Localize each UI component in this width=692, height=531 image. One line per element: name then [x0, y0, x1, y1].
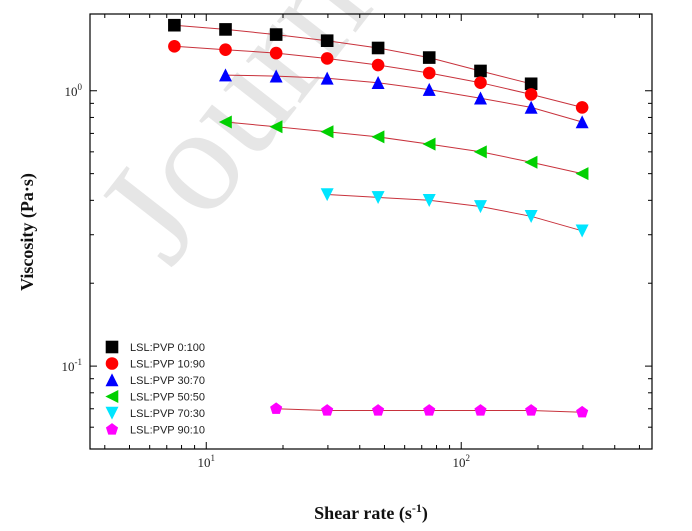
data-point	[524, 88, 538, 101]
legend-marker	[105, 373, 119, 387]
fit-curve-2	[225, 74, 583, 123]
data-points	[168, 18, 589, 418]
data-point	[422, 82, 436, 96]
data-point	[218, 115, 232, 129]
data-point	[524, 209, 538, 223]
data-point	[321, 404, 334, 416]
data-point	[270, 402, 283, 414]
watermark-text: Journal	[65, 0, 468, 290]
legend-label: LSL:PVP 50:50	[130, 392, 205, 404]
data-point	[474, 404, 487, 416]
fit-curve-4	[327, 194, 583, 232]
legend-marker	[105, 340, 119, 354]
y-axis-title: Viscosity (Pa·s)	[17, 173, 38, 291]
fit-curve-3	[225, 121, 583, 175]
data-point	[422, 66, 436, 80]
data-point	[168, 18, 181, 32]
data-point	[269, 28, 283, 41]
legend-marker	[105, 357, 119, 370]
axis-ticks: 101 102 10-1 100	[62, 14, 652, 470]
data-point	[371, 75, 385, 89]
data-point	[422, 194, 436, 208]
data-point	[524, 100, 538, 114]
legend-label: LSL:PVP 0:100	[130, 342, 205, 354]
x-tick-label: 101	[198, 453, 216, 470]
data-point	[372, 404, 385, 416]
legend: LSL:PVP 0:100 LSL:PVP 10:90 LSL:PVP 30:70 L…	[105, 340, 205, 437]
legend-marker	[105, 423, 119, 435]
data-point	[371, 130, 385, 144]
y-tick-label: 10-1	[62, 357, 83, 374]
data-point	[168, 40, 181, 53]
data-point	[371, 41, 385, 55]
fit-curve-0	[174, 24, 532, 85]
data-point	[575, 224, 589, 238]
data-point	[525, 404, 538, 416]
data-point	[474, 91, 487, 105]
data-point	[269, 46, 283, 60]
data-point	[320, 125, 334, 139]
x-axis-title: Shear rate (s-1)	[314, 501, 428, 524]
data-point	[575, 167, 589, 181]
data-point	[269, 69, 283, 83]
data-point	[219, 43, 232, 56]
data-point	[474, 76, 487, 89]
data-point	[320, 34, 334, 47]
legend-label: LSL:PVP 90:10	[130, 425, 205, 437]
data-point	[219, 23, 232, 36]
data-point	[575, 115, 589, 129]
legend-label: LSL:PVP 10:90	[130, 359, 205, 371]
data-point	[422, 51, 436, 64]
data-point	[320, 188, 334, 202]
data-point	[524, 77, 538, 91]
plot-frame	[89, 13, 653, 450]
data-point	[423, 404, 436, 416]
data-point	[320, 71, 334, 85]
data-point	[474, 64, 487, 78]
data-point	[422, 137, 436, 151]
data-point	[575, 101, 589, 114]
y-tick-label: 100	[65, 82, 83, 99]
legend-label: LSL:PVP 30:70	[130, 375, 205, 387]
legend-marker	[105, 406, 119, 420]
legend-marker	[105, 390, 119, 403]
data-point	[371, 191, 385, 205]
data-point	[473, 145, 487, 159]
data-point	[269, 120, 283, 134]
data-point	[219, 68, 233, 82]
data-point	[576, 405, 589, 418]
data-point	[474, 200, 487, 214]
data-point	[524, 155, 538, 169]
data-point	[320, 52, 334, 65]
legend-label: LSL:PVP 70:30	[130, 408, 205, 420]
x-tick-label: 102	[452, 453, 470, 470]
data-point	[371, 58, 385, 72]
